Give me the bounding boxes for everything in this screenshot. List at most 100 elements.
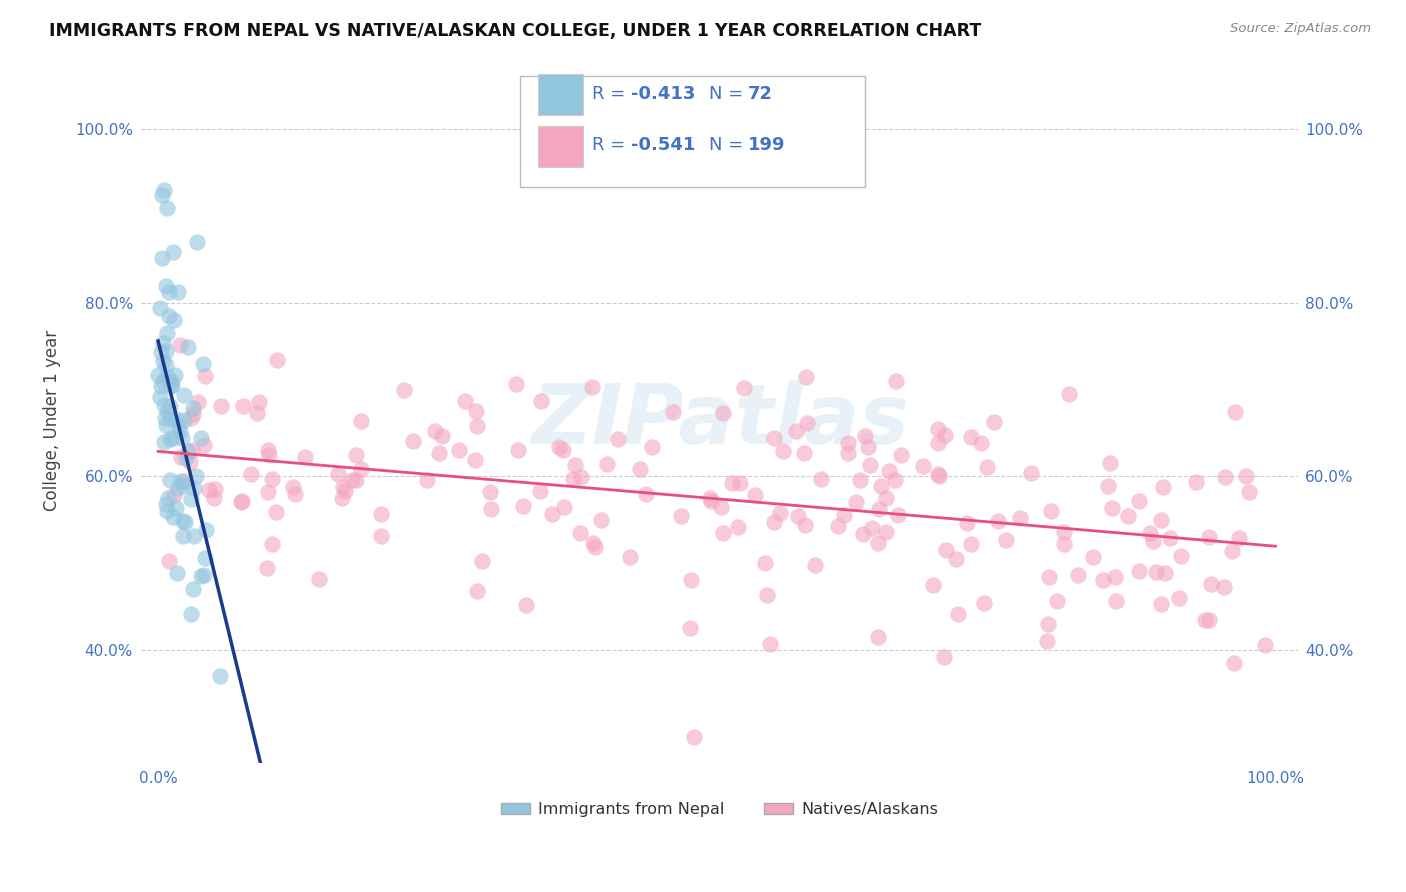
Point bbox=[194, 368, 217, 383]
Point bbox=[1144, 565, 1167, 579]
Point bbox=[465, 584, 488, 599]
Point bbox=[561, 472, 583, 486]
Point bbox=[553, 500, 575, 514]
Point bbox=[1053, 536, 1076, 550]
Point bbox=[548, 441, 571, 455]
Point bbox=[827, 518, 849, 533]
Text: R =: R = bbox=[592, 136, 631, 154]
Point bbox=[948, 607, 970, 621]
Point bbox=[167, 417, 190, 432]
Point bbox=[260, 537, 283, 551]
Point bbox=[1116, 508, 1139, 523]
Point bbox=[190, 568, 212, 582]
Point bbox=[837, 436, 859, 450]
Point bbox=[515, 598, 537, 612]
Point bbox=[209, 399, 232, 413]
Point bbox=[155, 410, 177, 425]
Point bbox=[866, 536, 889, 550]
Point bbox=[162, 431, 184, 445]
Point bbox=[464, 404, 486, 418]
Point bbox=[769, 506, 792, 520]
Point bbox=[370, 508, 392, 522]
Point bbox=[332, 491, 354, 506]
Point bbox=[416, 473, 439, 487]
Point bbox=[856, 440, 879, 454]
Point bbox=[1223, 656, 1246, 670]
Point bbox=[1046, 594, 1069, 608]
Point bbox=[150, 252, 173, 266]
Point bbox=[149, 301, 172, 316]
Text: 72: 72 bbox=[748, 85, 773, 103]
Point bbox=[163, 368, 186, 383]
Point bbox=[710, 500, 733, 514]
Point bbox=[855, 429, 877, 443]
Point bbox=[1083, 550, 1105, 565]
Point bbox=[1052, 524, 1074, 539]
Point bbox=[1152, 480, 1174, 494]
Point bbox=[281, 480, 304, 494]
Point bbox=[176, 340, 198, 354]
Text: 199: 199 bbox=[748, 136, 786, 154]
Point bbox=[172, 478, 194, 492]
Point bbox=[583, 540, 606, 554]
Point bbox=[679, 621, 702, 635]
Point bbox=[427, 446, 450, 460]
Point bbox=[721, 476, 744, 491]
Point bbox=[1097, 478, 1119, 492]
Point bbox=[763, 515, 786, 529]
Point bbox=[152, 353, 174, 368]
Text: -0.413: -0.413 bbox=[631, 85, 696, 103]
Point bbox=[877, 464, 900, 478]
Point bbox=[152, 183, 174, 197]
Point bbox=[159, 285, 181, 299]
Point bbox=[430, 428, 453, 442]
Point bbox=[960, 430, 983, 444]
Point bbox=[636, 486, 658, 500]
Point bbox=[662, 405, 685, 419]
Point bbox=[744, 488, 766, 502]
Point bbox=[884, 374, 907, 388]
Point bbox=[156, 404, 179, 418]
Point bbox=[1223, 405, 1246, 419]
Point bbox=[198, 483, 221, 497]
Point bbox=[181, 401, 204, 416]
Point bbox=[186, 235, 208, 250]
Point bbox=[162, 244, 184, 259]
Point bbox=[294, 450, 316, 464]
Point bbox=[184, 469, 207, 483]
Point bbox=[340, 473, 363, 487]
Point bbox=[859, 458, 882, 472]
Point bbox=[308, 572, 330, 586]
Point bbox=[167, 481, 190, 495]
Point bbox=[1234, 469, 1257, 483]
Point bbox=[423, 424, 446, 438]
Point bbox=[156, 201, 179, 215]
Point bbox=[183, 481, 205, 495]
Point bbox=[190, 431, 212, 445]
Point bbox=[149, 345, 172, 359]
Point bbox=[628, 462, 651, 476]
Point bbox=[711, 525, 734, 540]
Point bbox=[165, 412, 187, 426]
Point bbox=[1128, 564, 1150, 578]
Point bbox=[479, 484, 502, 499]
Point bbox=[1253, 638, 1275, 652]
Point bbox=[727, 520, 749, 534]
Point bbox=[796, 416, 818, 430]
Point bbox=[173, 413, 195, 427]
Point bbox=[170, 475, 193, 489]
Point bbox=[1067, 568, 1090, 582]
Point bbox=[973, 596, 995, 610]
Point bbox=[167, 285, 190, 299]
Point bbox=[464, 453, 486, 467]
Point bbox=[264, 505, 287, 519]
Point bbox=[172, 514, 194, 528]
Point bbox=[180, 411, 202, 425]
Point bbox=[193, 438, 215, 452]
Point bbox=[935, 543, 957, 558]
Point bbox=[868, 502, 890, 516]
Point bbox=[1128, 494, 1150, 508]
Point bbox=[1142, 533, 1164, 548]
Point bbox=[166, 566, 188, 580]
Point bbox=[180, 443, 202, 458]
